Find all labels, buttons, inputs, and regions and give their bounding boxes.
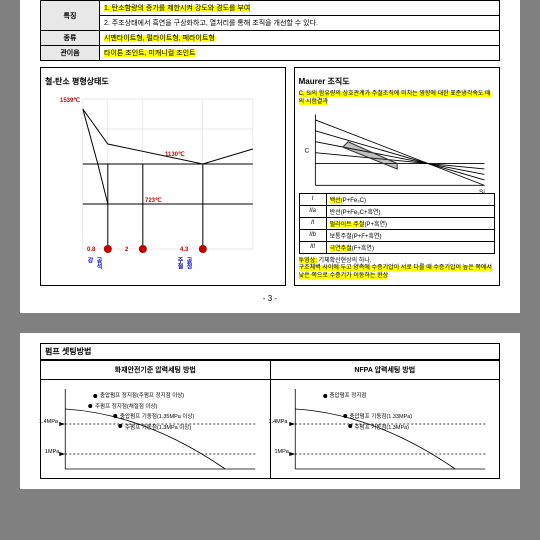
cell: 타이튼 조인트, 미캐니컬 조인트 [100, 46, 500, 61]
row-label: 종류 [41, 31, 100, 46]
panel-desc: C, Si의 함유량의 상호관계가 주철조직에 미치는 영향에 대한 표준냉각속… [299, 91, 491, 105]
phase-diagram-panel: 철-탄소 평형상태도 [40, 67, 286, 286]
row-label: 특징 [41, 1, 100, 31]
pump-section-title: 펌프 셋팅방법 [40, 343, 500, 360]
pump-chart-right: 충압펌프 정지점 충압펌프 기동점(1.33MPa) 주펌프 기동점(1.3MP… [275, 384, 496, 474]
svg-text:Si: Si [479, 189, 485, 196]
pump-header-left: 화재안전기준 압력세팅 방법 [41, 360, 271, 379]
carbon-label: 2 [125, 247, 128, 253]
panel-title: Maurer 조직도 [299, 76, 495, 87]
region-label: 공정주철 [175, 257, 193, 269]
properties-table: 특징 1. 탄소함량의 증가를 제한시켜 강도와 경도를 부여 2. 주조상태에… [40, 0, 500, 61]
row-label: 관이음 [41, 46, 100, 61]
svg-text:C: C [304, 147, 309, 154]
temp-label: 723℃ [145, 197, 162, 204]
maurer-table: I백선(P+Fe₃C) IIa반선(P+Fe₃C+흑연) II펄라이트 주철(P… [299, 193, 495, 254]
cell: 시멘타이트형, 펄라이트형, 페라이트형 [100, 31, 500, 46]
maurer-panel: Maurer 조직도 C, Si의 함유량의 상호관계가 주철조직에 미치는 영… [294, 67, 500, 286]
phase-diagram-chart: 1539℃ 1130℃ 723℃ 0.8 2 4.3 공석강 공정주철 [45, 89, 281, 269]
maurer-chart: CSi [299, 109, 495, 189]
region-label: 공석강 [85, 257, 103, 269]
cell: 2. 주조상태에서 흑연을 구상화하고, 열처리를 통해 조직을 개선할 수 있… [100, 16, 500, 31]
panel-title: 철-탄소 평형상태도 [45, 76, 281, 87]
page-2: 펌프 셋팅방법 화재안전기준 압력세팅 방법 NFPA 압력세팅 방법 [20, 333, 520, 489]
carbon-label: 4.3 [180, 247, 188, 253]
footnote: 투영상: 기체확산현상의 하나. 구조체벽 사이에 두고 양측에 수증기압이 서… [299, 258, 495, 281]
temp-label: 1130℃ [165, 151, 185, 158]
temp-label: 1539℃ [60, 97, 80, 104]
cell: 1. 탄소함량의 증가를 제한시켜 강도와 경도를 부여 [100, 1, 500, 16]
pump-chart-left: 충압펌프 정지점(주펌프 정지점 이상) 주펌프 정지점(채절점 이상) 충압펌… [45, 384, 266, 474]
pump-header-right: NFPA 압력세팅 방법 [270, 360, 500, 379]
pump-table: 화재안전기준 압력세팅 방법 NFPA 압력세팅 방법 [40, 360, 500, 479]
page-number: - 3 - [40, 294, 500, 303]
carbon-label: 0.8 [87, 247, 95, 253]
